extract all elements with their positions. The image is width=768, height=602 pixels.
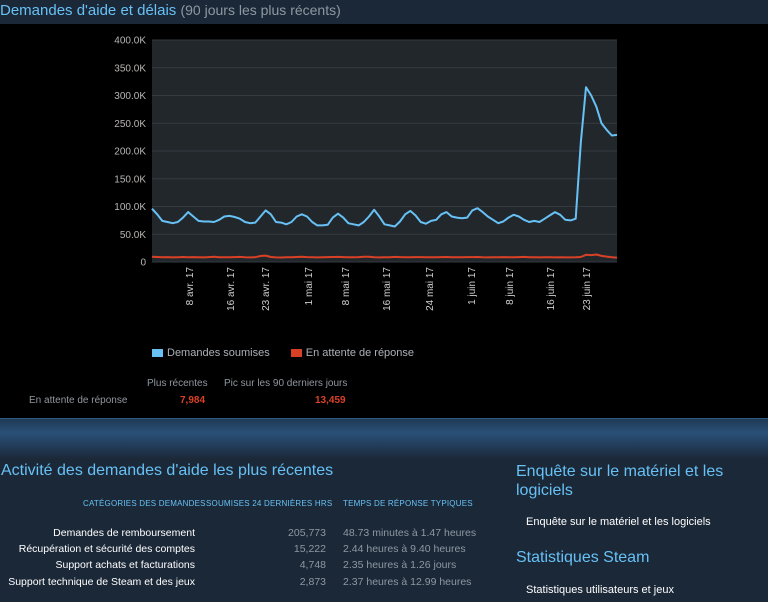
table-row: Demandes de remboursement 205,773 48.73 … (0, 527, 500, 543)
y-tick-label: 100.0K (114, 202, 146, 213)
col-header-category: CATÉGORIES DES DEMANDES (83, 499, 206, 508)
stat-latest-value: 7,984 (180, 395, 206, 406)
x-tick-label: 23 juin 17 (582, 267, 593, 311)
col-header-response: TEMPS DE RÉPONSE TYPIQUES (343, 499, 473, 508)
x-tick-label: 16 mai 17 (382, 267, 393, 311)
x-tick-label: 8 mai 17 (341, 267, 352, 306)
legend-swatch-submitted (152, 349, 163, 357)
row-count: 15,222 (293, 543, 326, 555)
legend-swatch-pending (290, 349, 302, 357)
row-response-time: 2.37 heures à 12.99 heures (343, 576, 472, 588)
series-line-pending (151, 253, 618, 259)
x-axis-ticks: 8 avr. 17 16 avr. 17 23 avr. 17 1 mai 17 8 m… (185, 267, 593, 311)
y-tick-label: 50.0K (120, 230, 146, 241)
legend-item-submitted[interactable]: Demandes soumises (152, 347, 270, 359)
y-tick-label: 150.0K (114, 174, 146, 185)
row-response-time: 48.73 minutes à 1.47 heures (343, 527, 477, 539)
y-axis-ticks: 0 50.0K 100.0K 150.0K 200.0K 250.0K 300.0K 350.… (114, 36, 146, 269)
y-tick-label: 400.0K (114, 36, 146, 47)
row-category: Support technique de Steam et des jeux (8, 576, 195, 588)
pending-stats: Plus récentes Pic sur les 90 derniers jo… (0, 378, 768, 408)
page-title-text: Demandes d'aide et délais (0, 2, 177, 19)
x-tick-label: 1 mai 17 (304, 267, 315, 306)
row-category: Demandes de remboursement (53, 527, 195, 539)
x-tick-label: 24 mai 17 (425, 267, 436, 311)
x-tick-label: 16 avr. 17 (226, 267, 237, 311)
chart-legend: Demandes soumises En attente de réponse (152, 347, 432, 360)
page-subtitle: (90 jours les plus récents) (180, 2, 341, 18)
x-tick-label: 8 juin 17 (505, 267, 516, 305)
x-tick-label: 1 juin 17 (467, 267, 478, 305)
legend-label-pending: En attente de réponse (305, 347, 415, 359)
section-divider (0, 418, 768, 459)
stat-row-label: En attente de réponse (29, 395, 128, 406)
row-count: 4,748 (299, 559, 326, 571)
table-row: Support achats et facturations 4,748 2.3… (0, 559, 500, 575)
legend-label-submitted: Demandes soumises (167, 347, 270, 359)
steam-stats-section-title: Statistiques Steam (516, 549, 650, 566)
requests-line-chart: 0 50.0K 100.0K 150.0K 200.0K 250.0K 300.0K 350.… (114, 36, 618, 311)
row-category: Récupération et sécurité des comptes (18, 543, 195, 555)
stat-col-peak: Pic sur les 90 derniers jours (224, 378, 348, 389)
user-game-stats-link[interactable]: Statistiques utilisateurs et jeux (526, 584, 674, 596)
stat-peak-value: 13,459 (315, 395, 346, 406)
row-category: Support achats et facturations (55, 559, 196, 571)
y-tick-label: 350.0K (114, 63, 146, 74)
legend-item-pending[interactable]: En attente de réponse (290, 347, 415, 359)
y-tick-label: 250.0K (114, 119, 146, 130)
top-band (0, 0, 768, 24)
row-count: 205,773 (288, 527, 326, 539)
stat-col-latest: Plus récentes (147, 378, 208, 389)
y-tick-label: 0 (140, 258, 146, 269)
y-tick-label: 200.0K (114, 147, 146, 158)
row-count: 2,873 (299, 576, 326, 588)
col-header-submitted: SOUMISES 24 DERNIÈRES HRS (206, 499, 333, 508)
table-row: Support technique de Steam et des jeux 2… (0, 576, 500, 592)
activity-section-title: Activité des demandes d'aide les plus ré… (1, 462, 334, 479)
series-lines (151, 86, 618, 259)
row-response-time: 2.44 heures à 9.40 heures (343, 543, 466, 555)
page-title: Demandes d'aide et délais (90 jours les … (0, 2, 341, 19)
series-line-submitted (151, 86, 618, 228)
table-row: Récupération et sécurité des comptes 15,… (0, 543, 500, 559)
survey-section-title: Enquête sur le matériel et les logiciels (516, 463, 724, 499)
y-tick-label: 300.0K (114, 91, 146, 102)
survey-link[interactable]: Enquête sur le matériel et les logiciels (526, 516, 711, 528)
x-tick-label: 8 avr. 17 (185, 267, 196, 306)
x-tick-label: 23 avr. 17 (261, 267, 272, 311)
gridlines (152, 39, 617, 263)
x-tick-label: 16 juin 17 (546, 267, 557, 311)
row-response-time: 2.35 heures à 1.26 jours (343, 559, 457, 571)
